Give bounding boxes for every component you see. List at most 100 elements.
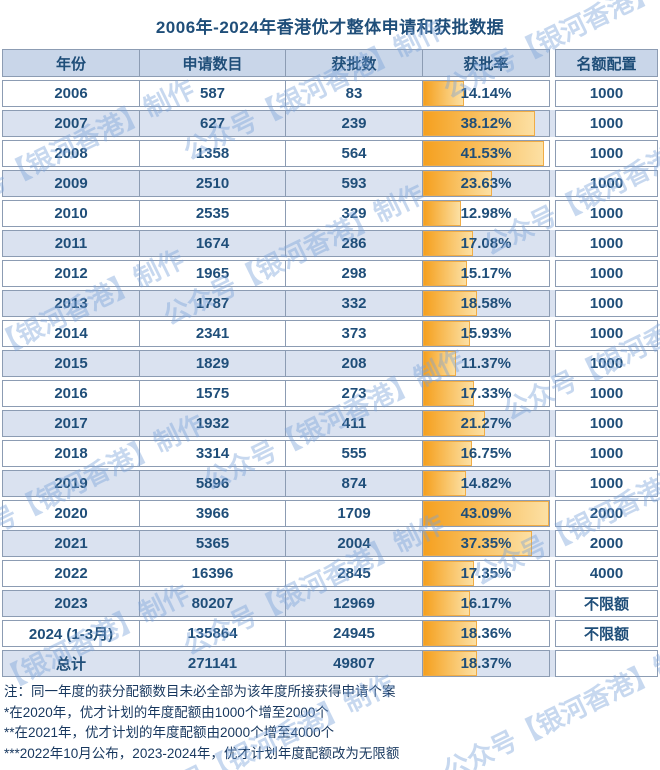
cell-approved: 208 xyxy=(285,350,422,377)
rate-data-bar xyxy=(423,111,535,136)
cell-applications: 3314 xyxy=(139,440,285,467)
rate-data-bar xyxy=(423,621,477,646)
cell-approved: 1709 xyxy=(285,500,422,527)
cell-approved: 2845 xyxy=(285,560,422,587)
cell-applications: 80207 xyxy=(139,590,285,617)
rate-value: 43.09% xyxy=(460,505,512,522)
cell-year: 2018 xyxy=(2,440,139,467)
cell-applications: 5896 xyxy=(139,470,285,497)
cell-quota: 1000 xyxy=(555,80,658,107)
rate-data-bar xyxy=(423,171,493,196)
cell-year: 2011 xyxy=(2,230,139,257)
table-row: 2009 2510 593 23.63% 1000 xyxy=(2,170,658,197)
cell-approval-rate: 17.33% xyxy=(422,380,550,407)
col-header-applications: 申请数目 xyxy=(139,49,285,77)
header-row: 年份 申请数目 获批数 获批率 名额配置 xyxy=(2,49,658,77)
table-row: 2006 587 83 14.14% 1000 xyxy=(2,80,658,107)
footnotes: 注：同一年度的获分配额数目未必全部为该年度所接获得申请个案 *在2020年，优才计… xyxy=(4,682,656,764)
rate-value: 21.27% xyxy=(460,415,512,432)
cell-approval-rate: 43.09% xyxy=(422,500,550,527)
rate-data-bar xyxy=(423,381,474,406)
rate-data-bar xyxy=(423,261,468,286)
cell-applications: 3966 xyxy=(139,500,285,527)
cell-applications: 2535 xyxy=(139,200,285,227)
column-gap xyxy=(550,530,555,557)
cell-approved: 298 xyxy=(285,260,422,287)
cell-applications: 1829 xyxy=(139,350,285,377)
cell-approved: 332 xyxy=(285,290,422,317)
rate-value: 17.08% xyxy=(460,235,512,252)
column-gap xyxy=(550,230,555,257)
cell-approval-rate: 16.17% xyxy=(422,590,550,617)
rate-value: 38.12% xyxy=(460,115,512,132)
cell-approved: 555 xyxy=(285,440,422,467)
rate-data-bar xyxy=(423,81,465,106)
rate-data-bar xyxy=(423,201,461,226)
cell-quota: 1000 xyxy=(555,260,658,287)
column-gap xyxy=(550,110,555,137)
note-line: 注：同一年度的获分配额数目未必全部为该年度所接获得申请个案 xyxy=(4,684,396,699)
cell-year: 2021 xyxy=(2,530,139,557)
rate-data-bar xyxy=(423,321,470,346)
cell-approved: 411 xyxy=(285,410,422,437)
rate-value: 15.93% xyxy=(460,325,512,342)
cell-approval-rate: 21.27% xyxy=(422,410,550,437)
cell-quota: 1000 xyxy=(555,380,658,407)
cell-year: 2020 xyxy=(2,500,139,527)
rate-value: 14.14% xyxy=(460,85,512,102)
cell-quota: 1000 xyxy=(555,140,658,167)
cell-year: 2014 xyxy=(2,320,139,347)
column-gap xyxy=(550,650,555,677)
cell-quota: 1000 xyxy=(555,110,658,137)
rate-value: 18.58% xyxy=(460,295,512,312)
cell-year: 2017 xyxy=(2,410,139,437)
rate-value: 15.17% xyxy=(460,265,512,282)
cell-quota: 1000 xyxy=(555,200,658,227)
cell-quota: 2000 xyxy=(555,500,658,527)
rate-value: 23.63% xyxy=(460,175,512,192)
table-row: 2017 1932 411 21.27% 1000 xyxy=(2,410,658,437)
table-row: 2016 1575 273 17.33% 1000 xyxy=(2,380,658,407)
cell-quota: 1000 xyxy=(555,350,658,377)
table-row: 总计 271141 49807 18.37% xyxy=(2,650,658,677)
cell-approved: 24945 xyxy=(285,620,422,647)
rate-data-bar xyxy=(423,561,474,586)
cell-approved: 593 xyxy=(285,170,422,197)
rate-value: 41.53% xyxy=(460,145,512,162)
cell-applications: 1575 xyxy=(139,380,285,407)
rate-value: 14.82% xyxy=(460,475,512,492)
note-line: ***2022年10月公布，2023-2024年，优才计划年度配额改为无限额 xyxy=(4,745,400,761)
cell-approval-rate: 18.37% xyxy=(422,650,550,677)
cell-quota: 2000 xyxy=(555,530,658,557)
table-row: 2020 3966 1709 43.09% 2000 xyxy=(2,500,658,527)
cell-approval-rate: 14.82% xyxy=(422,470,550,497)
cell-approval-rate: 15.17% xyxy=(422,260,550,287)
table-row: 2015 1829 208 11.37% 1000 xyxy=(2,350,658,377)
cell-approval-rate: 15.93% xyxy=(422,320,550,347)
table-row: 2013 1787 332 18.58% 1000 xyxy=(2,290,658,317)
cell-year: 2022 xyxy=(2,560,139,587)
column-gap xyxy=(550,170,555,197)
cell-approval-rate: 18.36% xyxy=(422,620,550,647)
rate-data-bar xyxy=(423,351,457,376)
cell-approval-rate: 16.75% xyxy=(422,440,550,467)
rate-value: 16.75% xyxy=(460,445,512,462)
cell-applications: 5365 xyxy=(139,530,285,557)
rate-data-bar xyxy=(423,231,473,256)
data-table: 年份 申请数目 获批数 获批率 名额配置 2006 587 83 14.14% 1000… xyxy=(2,46,658,680)
cell-applications: 2341 xyxy=(139,320,285,347)
cell-quota: 1000 xyxy=(555,320,658,347)
cell-approved: 49807 xyxy=(285,650,422,677)
cell-approved: 239 xyxy=(285,110,422,137)
rate-data-bar xyxy=(423,411,486,436)
cell-quota: 1000 xyxy=(555,230,658,257)
cell-year: 2007 xyxy=(2,110,139,137)
cell-approval-rate: 18.58% xyxy=(422,290,550,317)
cell-year: 2006 xyxy=(2,80,139,107)
table-row: 2014 2341 373 15.93% 1000 xyxy=(2,320,658,347)
cell-approved: 273 xyxy=(285,380,422,407)
cell-year: 2008 xyxy=(2,140,139,167)
column-gap xyxy=(550,350,555,377)
cell-approval-rate: 14.14% xyxy=(422,80,550,107)
table-row: 2021 5365 2004 37.35% 2000 xyxy=(2,530,658,557)
